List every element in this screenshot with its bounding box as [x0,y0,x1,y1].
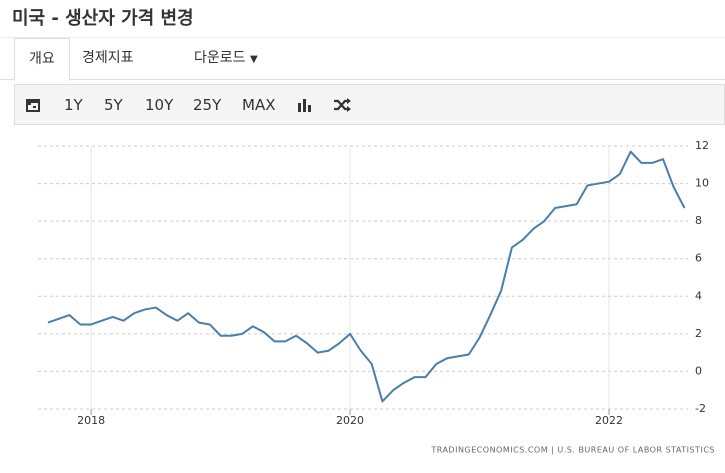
y-tick-label: 10 [695,177,709,190]
y-tick-label: 2 [695,327,702,340]
y-tick-label: 0 [695,364,702,377]
tab-bar: 개요 경제지표 다운로드 ▼ [0,37,725,81]
y-tick-label: 6 [695,252,702,265]
data-line [47,150,686,403]
range-button[interactable]: 1Y [64,96,83,114]
tab[interactable]: 다운로드 ▼ [194,50,258,66]
bar-chart-icon[interactable] [297,97,313,113]
chart: -2 0 2 4 6 8 10 12 2018 2020 2022 TRADINGECONOMICS.… [38,139,715,455]
range-button[interactable]: 5Y [104,96,123,114]
shuffle-icon[interactable] [333,97,351,113]
x-tick-label: 2020 [336,414,364,427]
y-tick-label: 12 [695,139,709,152]
range-button[interactable]: MAX [242,96,276,114]
source-note: TRADINGECONOMICS.COM | U.S. BUREAU OF LA… [430,446,715,455]
calendar-icon[interactable] [25,97,41,113]
tab-label: 다운로드 [194,50,246,66]
range-button[interactable]: 25Y [193,96,222,114]
y-tick-label: -2 [695,402,706,415]
tab[interactable]: 개요 [14,38,70,81]
toolbar: 1Y 5Y 10Y 25Y MAX [14,84,725,125]
tab[interactable]: 경제지표 [82,50,134,66]
range-button[interactable]: 10Y [145,96,174,114]
page-title: 미국 - 생산자 가격 변경 [12,8,194,29]
x-tick-label: 2018 [77,414,105,427]
y-tick-label: 8 [695,214,702,227]
x-tick-label: 2022 [595,414,623,427]
y-tick-label: 4 [695,289,702,302]
